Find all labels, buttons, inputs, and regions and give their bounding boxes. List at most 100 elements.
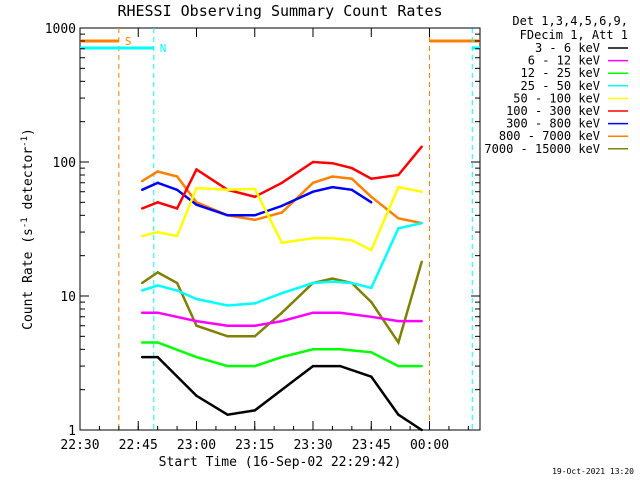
legend: Det 1,3,4,5,6,9, FDecim 1, Att 1 3 - 6 k… (484, 14, 628, 156)
y-axis-label-mid: detector (21, 147, 36, 218)
x-tick-label: 23:15 (235, 438, 274, 453)
data-point (370, 195, 373, 198)
x-tick-label: 23:45 (352, 438, 391, 453)
data-point (226, 304, 229, 307)
x-tick-label: 00:00 (410, 438, 449, 453)
data-point (370, 351, 373, 354)
data-point (175, 175, 179, 178)
y-tick-label: 1 (68, 424, 76, 439)
data-point (280, 241, 284, 244)
data-point (420, 190, 423, 193)
data-point (370, 286, 373, 290)
marker-label: N (160, 42, 167, 55)
data-point (311, 181, 315, 184)
legend-label: 25 - 50 keV (521, 79, 600, 93)
data-point (140, 188, 144, 192)
data-point (338, 364, 342, 368)
data-point (370, 248, 373, 252)
data-point (370, 315, 373, 318)
data-point (226, 324, 229, 327)
data-point (156, 311, 159, 314)
data-point (397, 185, 400, 189)
data-point (311, 236, 315, 240)
data-point (156, 170, 159, 173)
data-point (175, 281, 179, 285)
data-point (253, 364, 256, 368)
data-point (420, 428, 423, 432)
legend-label: 100 - 300 keV (506, 104, 600, 118)
data-point (140, 281, 144, 285)
data-point (338, 311, 342, 314)
x-axis-ticks: 22:30 22:45 23:00 23:15 23:30 23:45 00:00 (60, 28, 469, 453)
data-point (140, 234, 144, 238)
data-point (156, 284, 159, 287)
legend-label: 3 - 6 keV (535, 41, 600, 55)
data-point (195, 203, 198, 206)
data-point (397, 173, 400, 177)
y-tick-label: 1000 (45, 22, 76, 37)
data-point (253, 187, 256, 191)
data-point (331, 280, 334, 283)
y-axis-label-sup-1: -1 (20, 217, 30, 228)
data-point (311, 364, 315, 368)
data-point (397, 341, 400, 344)
data-point (311, 190, 315, 193)
data-point (350, 166, 354, 170)
data-point (280, 181, 284, 184)
data-point (338, 348, 342, 351)
y-axis-label-sup-2: -1 (20, 136, 30, 147)
data-point (253, 214, 256, 217)
data-point (370, 177, 373, 180)
data-point (195, 324, 198, 327)
data-point (397, 217, 400, 220)
data-point (280, 204, 284, 208)
data-point (156, 355, 159, 359)
data-point (195, 168, 198, 171)
x-tick-label: 22:30 (60, 438, 99, 453)
data-point (331, 185, 334, 189)
data-point (253, 302, 256, 305)
data-point (350, 239, 354, 242)
legend-label: 300 - 800 keV (506, 117, 600, 131)
y-tick-label: 10 (60, 290, 76, 305)
data-point (195, 319, 198, 323)
data-point (370, 201, 373, 204)
legend-header-line-1: Det 1,3,4,5,6,9, (512, 14, 628, 28)
data-point (331, 236, 334, 240)
data-point (350, 177, 354, 180)
data-point (350, 281, 354, 285)
data-point (420, 221, 423, 225)
legend-header-line-2: FDecim 1, Att 1 (520, 28, 628, 42)
data-point (156, 341, 159, 344)
data-point (253, 335, 256, 338)
data-point (175, 234, 179, 238)
x-tick-label: 22:45 (119, 438, 158, 453)
data-point (331, 277, 334, 280)
y-axis-ticks: 1 10 100 1000 (45, 22, 480, 439)
data-point (350, 188, 354, 192)
data-point (420, 319, 423, 323)
marker-label: S (125, 35, 132, 48)
y-axis-label-main: Count Rate (s (21, 228, 36, 330)
data-point (370, 300, 373, 304)
legend-label: 800 - 7000 keV (499, 129, 600, 143)
data-point (226, 214, 229, 217)
data-point (280, 355, 284, 359)
data-point (311, 281, 315, 285)
data-point (420, 145, 423, 148)
data-point (397, 413, 400, 416)
data-point (195, 394, 198, 397)
data-point (311, 348, 315, 351)
data-point (226, 413, 229, 416)
data-point (226, 364, 229, 368)
plot-frame (79, 27, 481, 431)
data-point (175, 188, 179, 192)
data-point (156, 181, 159, 184)
data-point (140, 179, 144, 183)
data-point (195, 297, 198, 301)
y-tick-label: 100 (53, 156, 76, 171)
legend-label: 6 - 12 keV (528, 54, 600, 68)
data-point (420, 364, 423, 368)
